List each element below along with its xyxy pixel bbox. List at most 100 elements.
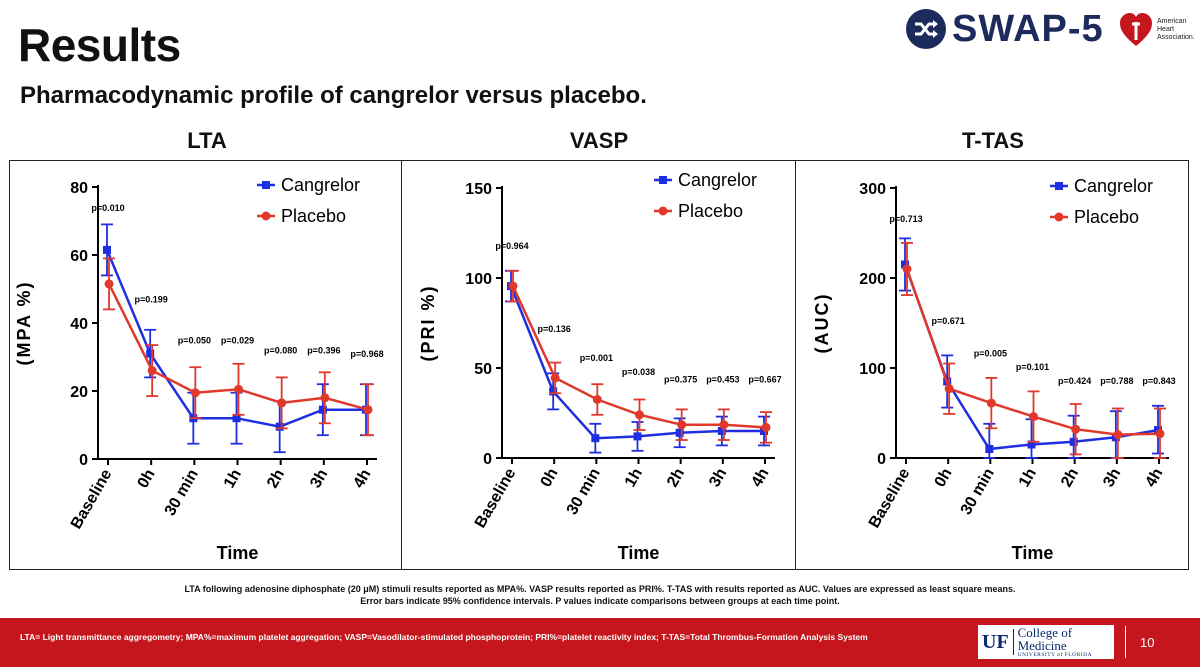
p-value-label: p=0.964 [495, 241, 528, 251]
p-value-label: p=0.424 [1058, 376, 1091, 386]
vasp-chart: 0 50 100 150 Baseline 0h 30 min 1h 2h 3h 4h Time (PR… [418, 170, 782, 563]
data-point-placebo [508, 281, 518, 291]
x-tick-label: 1h [622, 466, 646, 491]
aha-logo: American Heart Association. [1118, 10, 1197, 50]
data-point-placebo [902, 264, 912, 274]
x-tick-label: Baseline [866, 465, 914, 531]
y-axis-label: (PRI %) [418, 285, 438, 362]
y-tick-label: 300 [859, 181, 886, 198]
legend-marker [262, 181, 270, 189]
legend-label: Cangrelor [678, 170, 757, 190]
data-point-placebo [1071, 424, 1081, 434]
y-tick-label: 40 [70, 316, 88, 333]
data-point-placebo [1113, 430, 1123, 440]
charts-frame: 0 20 40 60 80 Baseline 0h 30 min 1h 2h 3h 4h Time (MP… [9, 160, 1189, 570]
data-point-placebo [147, 366, 157, 376]
x-tick-label: 4h [1142, 466, 1166, 491]
x-tick-label: 2h [664, 466, 688, 491]
p-value-label: p=0.136 [538, 324, 571, 334]
data-point-placebo [944, 384, 954, 394]
data-point-cangrelor [549, 387, 558, 396]
page-number: 10 [1140, 635, 1155, 650]
panel-divider [401, 161, 402, 569]
data-point-cangrelor [675, 428, 684, 437]
data-point-cangrelor [633, 432, 642, 441]
x-tick-label: 4h [748, 466, 772, 491]
caption-line-2: Error bars indicate 95% confidence inter… [360, 596, 840, 606]
y-tick-label: 0 [877, 451, 886, 468]
x-axis-label: Time [618, 543, 660, 563]
data-point-placebo [320, 393, 330, 403]
data-point-placebo [986, 398, 996, 408]
x-tick-label: Baseline [472, 465, 520, 531]
y-tick-label: 0 [483, 451, 492, 468]
y-tick-label: 0 [79, 452, 88, 469]
data-point-cangrelor [103, 245, 111, 254]
data-point-cangrelor [275, 422, 284, 431]
p-value-label: p=0.396 [307, 346, 340, 356]
uf-college-logo: UF College of Medicine UNIVERSITY of FLO… [978, 625, 1114, 659]
p-value-label: p=0.005 [974, 348, 1007, 358]
data-point-cangrelor [318, 405, 327, 414]
lta-chart: 0 20 40 60 80 Baseline 0h 30 min 1h 2h 3h 4h Time (MP… [14, 175, 384, 563]
x-tick-label: 2h [1058, 466, 1082, 491]
data-point-cangrelor [985, 445, 994, 453]
data-point-cangrelor [232, 414, 241, 423]
legend-label: Placebo [281, 206, 346, 226]
p-value-label: p=0.713 [889, 214, 922, 224]
vasp-panel-title: VASP [569, 128, 629, 153]
aha-logo-text: American Heart Association. [1157, 18, 1195, 41]
caption-line-1: LTA following adenosine diphosphate (20 … [184, 584, 1016, 594]
page-subtitle: Pharmacodynamic profile of cangrelor ver… [20, 82, 647, 109]
lta-panel-title: LTA [187, 128, 227, 153]
data-point-placebo [550, 373, 560, 383]
y-tick-label: 50 [474, 361, 492, 378]
data-point-placebo [277, 398, 287, 408]
x-tick-label: 0h [135, 467, 159, 492]
legend-label: Cangrelor [281, 175, 360, 195]
y-tick-label: 100 [859, 361, 886, 378]
data-point-placebo [592, 395, 602, 404]
data-point-placebo [719, 420, 729, 430]
p-value-label: p=0.671 [932, 316, 965, 326]
p-value-label: p=0.050 [178, 335, 211, 345]
x-axis-label: Time [217, 543, 259, 563]
x-tick-label: 2h [264, 467, 288, 492]
x-tick-label: 3h [307, 467, 331, 492]
data-point-cangrelor [1027, 440, 1036, 449]
data-point-cangrelor [717, 427, 726, 435]
p-value-label: p=0.199 [135, 295, 168, 305]
swap5-logo-text: SWAP-5 [952, 7, 1104, 50]
p-value-label: p=0.968 [350, 349, 383, 359]
data-point-placebo [761, 422, 771, 432]
data-point-placebo [635, 410, 644, 420]
x-tick-label: 0h [932, 466, 956, 491]
x-tick-label: 1h [1016, 466, 1040, 491]
legend-marker [1054, 212, 1064, 222]
page-title: Results [18, 19, 181, 71]
data-point-placebo [363, 405, 373, 415]
legend-marker [658, 206, 668, 216]
data-point-placebo [104, 279, 114, 289]
uf-university-name: UNIVERSITY of FLORIDA [1017, 652, 1093, 658]
data-point-placebo [190, 388, 200, 398]
p-value-label: p=0.375 [664, 374, 697, 384]
x-tick-label: 1h [221, 467, 245, 492]
legend-label: Placebo [1074, 207, 1139, 227]
x-tick-label: 30 min [162, 467, 202, 519]
p-value-label: p=0.038 [622, 367, 655, 377]
legend-marker [261, 211, 271, 221]
panel-divider [795, 161, 796, 569]
uf-college-name: College of Medicine [1017, 625, 1073, 653]
p-value-label: p=0.001 [580, 353, 613, 363]
uf-mark: UF [982, 630, 1009, 653]
x-tick-label: 4h [350, 467, 374, 492]
legend-marker [1055, 182, 1063, 190]
y-tick-label: 200 [859, 271, 886, 288]
y-tick-label: 150 [465, 181, 492, 198]
x-tick-label: 0h [538, 466, 562, 491]
y-tick-label: 100 [465, 271, 492, 288]
data-point-cangrelor [146, 349, 155, 358]
legend-label: Placebo [678, 201, 743, 221]
x-tick-label: 3h [706, 466, 730, 491]
